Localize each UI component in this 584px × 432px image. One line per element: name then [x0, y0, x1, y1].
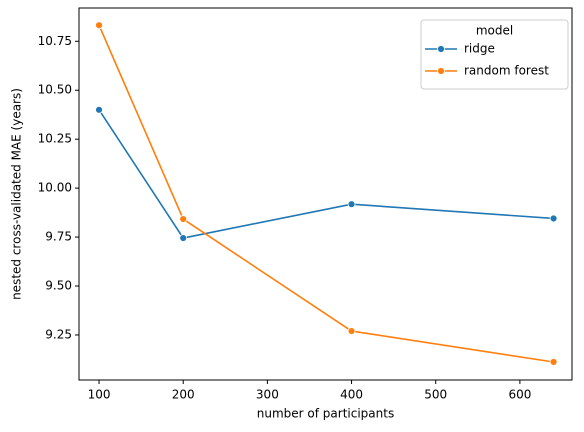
point-marker [549, 358, 558, 366]
y-tick-label: 10.00 [38, 181, 72, 195]
y-axis-label: nested cross-validated MAE (years) [10, 88, 24, 300]
point-marker [347, 200, 356, 209]
y-tick-label: 10.25 [38, 132, 72, 146]
y-tick-label: 9.25 [45, 327, 72, 341]
legend-title: model [476, 24, 513, 38]
y-tick-label: 9.75 [45, 230, 72, 244]
legend-box [420, 19, 569, 90]
x-tick-label: 200 [172, 388, 195, 402]
point-marker [95, 21, 103, 30]
x-tick-label: 600 [508, 388, 531, 402]
legend-marker [437, 45, 445, 53]
point-marker [179, 234, 188, 242]
y-tick-label: 10.50 [38, 83, 72, 97]
series-line [98, 24, 554, 363]
series-line [98, 109, 554, 239]
y-tick-label: 9.50 [45, 279, 72, 293]
legend-label: random forest [464, 64, 549, 78]
point-marker [179, 215, 188, 223]
x-tick-label: 400 [340, 388, 363, 402]
legend-marker [437, 67, 445, 75]
x-tick-label: 300 [256, 388, 279, 402]
x-axis-label: number of participants [257, 407, 394, 421]
point-marker [347, 327, 356, 335]
x-tick-label: 100 [88, 388, 111, 402]
x-tick-label: 500 [424, 388, 447, 402]
legend-label: ridge [464, 42, 495, 56]
plot-frame [78, 7, 573, 381]
point-marker [549, 214, 558, 223]
point-marker [95, 105, 103, 114]
y-tick-label: 10.75 [38, 34, 72, 48]
